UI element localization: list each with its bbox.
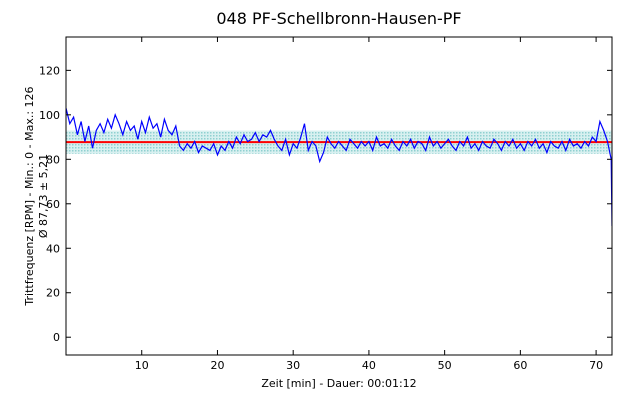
y-tick-label: 0 [53, 331, 60, 344]
x-tick-label: 20 [210, 359, 224, 372]
rpm-line [66, 108, 612, 227]
x-tick-label: 50 [438, 359, 452, 372]
y-tick-label: 80 [46, 153, 60, 166]
x-tick-label: 10 [135, 359, 149, 372]
x-axis-label: Zeit [min] - Dauer: 00:01:12 [261, 377, 416, 390]
x-tick-label: 60 [513, 359, 527, 372]
y-axis-label: Trittfrequenz [RPM] - Min.: 0 - Max.: 12… [23, 86, 36, 306]
x-tick-label: 40 [362, 359, 376, 372]
y-tick-label: 40 [46, 242, 60, 255]
chart-title: 048 PF-Schellbronn-Hausen-PF [216, 9, 461, 28]
y-tick-label: 60 [46, 198, 60, 211]
y-tick-label: 120 [39, 64, 60, 77]
plot-area [66, 108, 612, 227]
x-tick-label: 30 [286, 359, 300, 372]
x-tick-label: 70 [589, 359, 603, 372]
plot-frame [65, 36, 613, 356]
y-tick-label: 100 [39, 109, 60, 122]
y-tick-label: 20 [46, 287, 60, 300]
y-axis-stats: Ø 87,73 ± 5,21 [37, 154, 50, 238]
